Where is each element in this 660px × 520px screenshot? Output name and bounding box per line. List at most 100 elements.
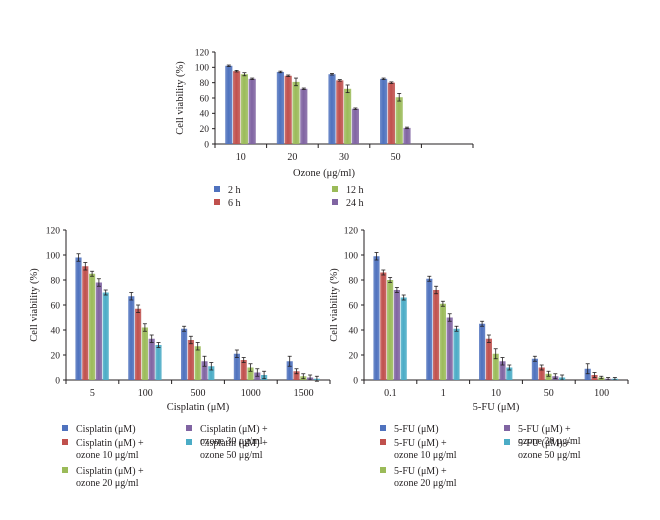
bar — [387, 280, 394, 380]
error-bar — [507, 364, 512, 371]
error-bar — [301, 373, 306, 380]
legend-swatch — [380, 467, 386, 473]
legend-label: ozone 20 μg/ml — [76, 478, 139, 489]
chart-panel-2: 0 20 40 60 80 100 120 5 100 500 1000 1500 Cell viabi… — [29, 226, 331, 489]
bar — [276, 71, 284, 144]
error-bar — [480, 320, 485, 327]
legend-label: ozone 50 μg/ml — [200, 450, 263, 461]
y-tick-label: 0 — [55, 376, 60, 386]
x-tick-label: 500 — [191, 388, 206, 399]
legend-label: ozone 20 μg/ml — [394, 478, 457, 489]
y-tick-label: 100 — [344, 251, 359, 261]
legend-label: ozone 30 μg/ml — [518, 436, 581, 447]
error-bar — [234, 70, 239, 73]
error-bar — [202, 355, 207, 367]
error-bar — [434, 285, 439, 295]
legend-label: 5-FU (μM) — [394, 424, 439, 435]
error-bar — [314, 375, 319, 382]
x-axis-title: Ozone (μg/ml) — [293, 168, 355, 179]
bar — [336, 80, 344, 144]
y-tick-label: 120 — [344, 226, 359, 236]
bar — [181, 328, 188, 380]
bar — [485, 338, 492, 380]
legend-swatch — [504, 439, 510, 445]
error-bar — [389, 81, 394, 84]
bar — [247, 367, 254, 380]
y-axis-title: Cell viability (%) — [29, 268, 40, 342]
x-tick-label: 0.1 — [384, 388, 397, 399]
error-bar — [337, 79, 342, 82]
legend-label: ozone 50 μg/ml — [518, 450, 581, 461]
error-bar — [330, 73, 334, 76]
legend-label: ozone 30 μg/ml — [200, 436, 263, 447]
error-bar — [90, 270, 95, 277]
legend-swatch — [186, 425, 192, 431]
y-tick-label: 40 — [349, 326, 359, 336]
bar — [584, 368, 591, 380]
bar — [187, 340, 194, 380]
error-bar — [388, 277, 393, 283]
bar — [387, 82, 395, 144]
legend-swatch — [504, 425, 510, 431]
bar — [286, 361, 293, 380]
error-bar — [242, 72, 247, 77]
bar — [492, 353, 499, 380]
bar — [89, 273, 96, 380]
bar — [240, 74, 248, 144]
bar — [292, 81, 300, 144]
x-tick-label: 50 — [544, 388, 554, 399]
bar — [446, 317, 453, 380]
error-bar — [287, 355, 292, 367]
legend-label: Cisplatin (μM) + — [200, 438, 268, 449]
y-tick-label: 100 — [46, 251, 61, 261]
chart-panel-3: 0 20 40 60 80 100 120 0.1 1 10 50 100 Cell viability… — [329, 226, 629, 489]
y-tick-label: 20 — [200, 125, 210, 135]
legend-label: 6 h — [228, 198, 241, 209]
y-tick-label: 100 — [195, 64, 210, 74]
bar — [380, 78, 388, 144]
bar — [300, 88, 308, 144]
y-tick-label: 80 — [200, 79, 210, 89]
x-tick-label: 30 — [339, 152, 349, 163]
error-bar — [308, 374, 313, 381]
x-tick-label: 1000 — [241, 388, 261, 399]
legend-label: 5-FU (μM) + — [394, 466, 447, 477]
error-bar — [286, 74, 291, 77]
error-bar — [83, 262, 88, 271]
y-axis-title: Cell viability (%) — [329, 268, 340, 342]
y-tick-label: 80 — [349, 276, 359, 286]
bar — [531, 358, 538, 380]
error-bar — [381, 77, 386, 80]
error-bar — [345, 84, 350, 94]
bar — [373, 256, 380, 380]
legend: 2 h 6 h 12 h 24 h — [214, 185, 364, 209]
error-bar — [129, 292, 134, 301]
x-axis-title: Cisplatin (μM) — [167, 402, 230, 413]
legend-swatch — [214, 186, 220, 192]
legend: 5-FU (μM)5-FU (μM) +ozone 10 μg/ml5-FU (… — [380, 424, 581, 489]
bar — [506, 367, 513, 380]
legend-label: ozone 10 μg/ml — [76, 450, 139, 461]
bar — [135, 308, 142, 380]
error-bar — [142, 323, 147, 332]
bar — [141, 327, 148, 380]
legend-label: 12 h — [346, 185, 364, 196]
y-tick-label: 60 — [349, 301, 359, 311]
bar — [453, 328, 460, 380]
y-tick-label: 60 — [200, 94, 210, 104]
legend-swatch — [62, 467, 68, 473]
bar — [393, 290, 400, 380]
error-bar — [539, 364, 544, 371]
bar — [102, 292, 109, 380]
x-tick-label: 20 — [287, 152, 297, 163]
bar — [400, 297, 407, 380]
error-bar — [234, 349, 239, 358]
legend-label: Cisplatin (μM) + — [76, 438, 144, 449]
error-bar — [427, 275, 432, 282]
bar — [351, 108, 359, 144]
error-bar — [255, 368, 260, 377]
bar — [82, 266, 89, 380]
y-tick-label: 120 — [195, 48, 210, 58]
legend-swatch — [332, 186, 338, 192]
